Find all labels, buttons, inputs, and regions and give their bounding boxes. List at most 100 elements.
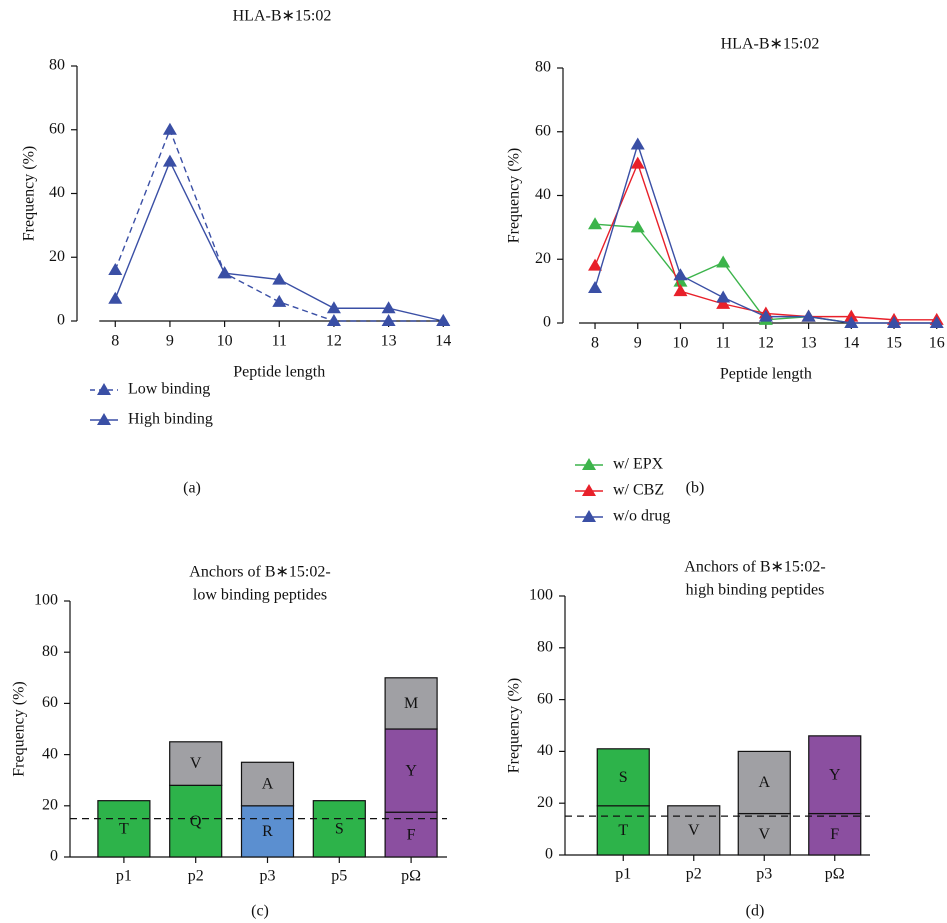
panel-label: (c) [251, 903, 269, 920]
marker [326, 314, 341, 326]
marker [716, 290, 731, 303]
x-tick-label: p2 [686, 866, 702, 883]
bar-segment [312, 800, 366, 858]
y-tick-label: 20 [535, 250, 551, 267]
segment-label: Q [190, 813, 202, 830]
segment-label: A [758, 774, 770, 791]
legend-marker [582, 484, 596, 496]
marker [272, 272, 287, 285]
y-tick-label: 80 [537, 638, 553, 655]
legend-marker [582, 458, 596, 470]
y-tick-label: 60 [535, 122, 551, 139]
y-axis-label: Frequency (%) [506, 148, 523, 244]
y-tick-label: 0 [545, 846, 553, 863]
bar-segment [169, 784, 223, 858]
marker [326, 301, 341, 314]
chart-title: Anchors of B∗15:02- [189, 564, 330, 581]
marker [630, 220, 645, 233]
segment-label: A [262, 776, 274, 793]
x-axis-label: Peptide length [233, 364, 325, 381]
legend-label: Low binding [128, 381, 210, 398]
marker [673, 268, 688, 281]
marker [436, 314, 451, 326]
marker [801, 309, 816, 322]
x-tick-label: 12 [758, 335, 774, 352]
y-tick-label: 40 [535, 186, 551, 203]
y-tick-label: 80 [42, 643, 58, 660]
y-axis-label: Frequency (%) [21, 146, 38, 242]
marker [108, 263, 123, 275]
x-tick-label: p1 [116, 868, 132, 885]
y-axis-label: Frequency (%) [11, 681, 28, 777]
chart-title: high binding peptides [686, 582, 825, 599]
legend-marker [97, 413, 111, 425]
y-tick-label: 20 [49, 248, 65, 265]
panel-label: (b) [686, 480, 705, 497]
segment-label: V [190, 755, 202, 772]
marker [162, 154, 177, 167]
x-tick-label: p3 [260, 868, 276, 885]
marker [758, 309, 773, 322]
x-tick-label: 10 [217, 333, 233, 350]
segment-label: Y [829, 766, 841, 783]
segment-label: R [262, 823, 273, 840]
marker [630, 137, 645, 150]
y-tick-label: 40 [42, 745, 58, 762]
segment-label: T [119, 821, 129, 838]
x-tick-label: 10 [672, 335, 688, 352]
y-tick-label: 60 [537, 690, 553, 707]
marker [381, 314, 396, 326]
marker [673, 284, 688, 297]
x-tick-label: 11 [272, 333, 287, 350]
x-tick-label: 13 [801, 335, 817, 352]
chart-title: low binding peptides [193, 587, 327, 604]
segment-label: V [688, 822, 700, 839]
x-tick-label: 12 [326, 333, 342, 350]
y-tick-label: 40 [537, 742, 553, 759]
y-tick-label: 0 [57, 312, 65, 329]
marker [162, 122, 177, 135]
marker [887, 316, 902, 328]
x-tick-label: 13 [381, 333, 397, 350]
marker [588, 258, 603, 271]
legend-label: High binding [128, 411, 213, 428]
bar-segment [808, 735, 862, 815]
marker [272, 294, 287, 307]
marker [844, 316, 859, 328]
bar-segment [240, 761, 295, 807]
marker [716, 255, 731, 268]
y-tick-label: 40 [49, 184, 65, 201]
panel-label: (a) [183, 480, 201, 497]
bar-segment [737, 750, 791, 815]
bar-segment [97, 800, 151, 858]
y-axis-label: Frequency (%) [506, 678, 523, 774]
marker [381, 301, 396, 314]
x-tick-label: p1 [615, 866, 631, 883]
x-tick-label: 16 [929, 335, 945, 352]
chart-title: HLA-B∗15:02 [721, 36, 820, 53]
series-line [594, 142, 937, 324]
marker [588, 280, 603, 293]
chart-title: HLA-B∗15:02 [233, 8, 332, 25]
x-tick-label: 14 [843, 335, 859, 352]
segment-label: S [619, 769, 628, 786]
marker [108, 291, 123, 304]
segment-label: F [407, 826, 416, 843]
marker [929, 316, 944, 328]
legend-marker [582, 510, 596, 522]
bar-segment [596, 748, 650, 807]
x-tick-label: 9 [634, 335, 642, 352]
y-tick-label: 100 [34, 592, 58, 609]
x-tick-label: 11 [715, 335, 730, 352]
x-axis-label: Peptide length [720, 366, 812, 383]
segment-label: T [618, 822, 628, 839]
x-tick-label: 9 [166, 333, 174, 350]
marker [844, 309, 859, 322]
marker [217, 266, 232, 279]
legend-label: w/o drug [613, 508, 670, 525]
panel-label: (d) [746, 903, 765, 920]
y-tick-label: 0 [50, 848, 58, 865]
y-tick-label: 20 [537, 794, 553, 811]
marker [588, 217, 603, 230]
segment-label: S [335, 821, 344, 838]
